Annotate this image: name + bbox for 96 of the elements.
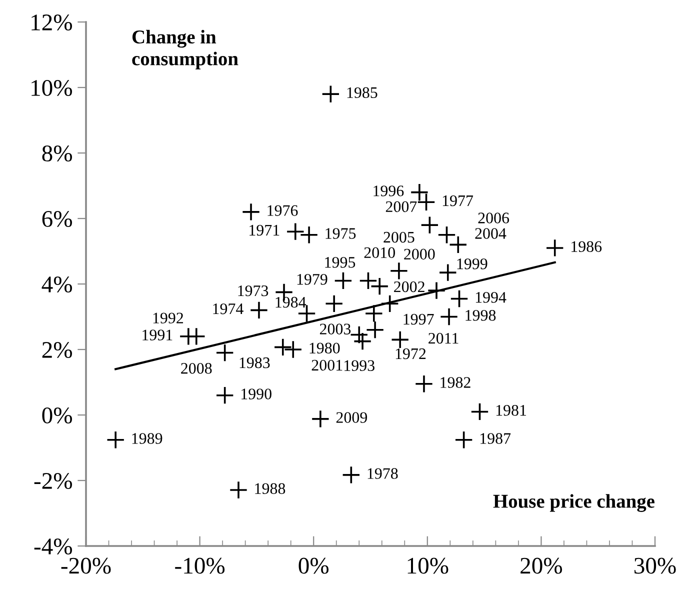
- annotation: 1972: [396, 348, 426, 360]
- annotation: 1998: [466, 310, 496, 321]
- point: [358, 271, 378, 290]
- point: [420, 216, 439, 234]
- annotation: 1992: [153, 312, 184, 324]
- point: [450, 290, 468, 308]
- annotation: 1980: [310, 342, 340, 354]
- x-tick-label: 0%: [298, 558, 329, 574]
- annotation: 1989: [132, 433, 162, 444]
- point: [414, 374, 434, 394]
- y-tick-label: 12%: [32, 14, 72, 30]
- y-tick-label: 10%: [32, 80, 72, 96]
- point: [364, 304, 384, 323]
- x-tick-label: -10%: [175, 558, 225, 574]
- annotation: 2001: [312, 360, 342, 371]
- annotation: 1982: [440, 377, 470, 388]
- point: [106, 430, 125, 450]
- annotation: 1978: [368, 468, 398, 479]
- point: [353, 332, 372, 351]
- annotation: 2008: [181, 362, 212, 374]
- point: [311, 410, 330, 428]
- point: [286, 222, 305, 241]
- annotation: 1995: [325, 257, 356, 268]
- annotation: 1985: [347, 87, 378, 98]
- annotation: 1987: [480, 433, 511, 444]
- point: [454, 430, 474, 450]
- point: [324, 294, 344, 313]
- annotation: 1993: [344, 360, 374, 372]
- point: [448, 235, 468, 254]
- point: [417, 192, 436, 212]
- x-axis-title: House price change: [493, 494, 654, 512]
- annotation: 2004: [475, 228, 506, 239]
- point: [390, 330, 410, 349]
- point: [342, 466, 360, 484]
- annotation: 1979: [297, 274, 328, 285]
- annotation: 1999: [457, 258, 488, 270]
- annotation: 1975: [326, 228, 356, 239]
- point: [390, 262, 408, 280]
- annotation: 2005: [384, 232, 414, 243]
- point: [300, 226, 318, 244]
- annotation: 1983: [240, 357, 270, 368]
- point: [438, 263, 458, 282]
- y-tick-label: 0%: [42, 407, 72, 424]
- annotation: 2002: [394, 281, 424, 292]
- annotation: 1981: [496, 404, 526, 416]
- annotation: 1994: [476, 292, 506, 303]
- annotation: 2010: [364, 247, 395, 258]
- x-tick-label: 20%: [520, 558, 562, 574]
- y-axis-title: Change in consumption: [132, 30, 238, 70]
- annotation: 1997: [404, 314, 434, 325]
- annotation: 1976: [268, 205, 298, 216]
- x-tick-label: -20%: [61, 558, 111, 574]
- annotation: 2011: [428, 332, 458, 344]
- x-tick-label: 30%: [634, 558, 676, 574]
- point: [350, 326, 368, 344]
- annotation: 1973: [238, 285, 268, 296]
- point: [250, 300, 268, 320]
- point: [380, 294, 400, 313]
- y-tick-label: -4%: [34, 538, 72, 554]
- annotation: 2007: [386, 201, 417, 212]
- point: [427, 281, 446, 300]
- annotation: 2003: [320, 324, 351, 334]
- point: [438, 226, 456, 244]
- point: [216, 386, 234, 405]
- y-tick-label: 4%: [42, 276, 72, 292]
- point: [370, 277, 389, 296]
- annotation: 1986: [572, 241, 602, 252]
- annotation: 1996: [374, 186, 404, 196]
- point: [274, 338, 292, 356]
- x-tick-label: 10%: [408, 558, 448, 574]
- annotation: 1984: [276, 296, 306, 308]
- annotation: 1988: [255, 483, 286, 494]
- point: [546, 238, 564, 258]
- annotation: 2009: [336, 412, 367, 423]
- annotation: 2006: [478, 212, 510, 224]
- annotation: 1990: [242, 388, 272, 400]
- annotation: 1977: [442, 195, 474, 206]
- point: [410, 183, 429, 202]
- annotation: 1971: [250, 224, 280, 236]
- y-tick-label: 8%: [42, 145, 72, 162]
- point: [187, 327, 206, 346]
- point: [242, 202, 260, 222]
- point: [470, 402, 489, 421]
- annotation: 1991: [142, 330, 172, 340]
- y-tick-label: -2%: [34, 472, 72, 489]
- y-tick-label: 6%: [42, 210, 72, 227]
- point: [334, 271, 352, 290]
- point: [440, 308, 458, 326]
- y-tick-label: 2%: [42, 342, 72, 358]
- point: [366, 320, 384, 340]
- point: [216, 344, 234, 362]
- point: [321, 84, 340, 104]
- point: [284, 340, 302, 359]
- annotation: 1974: [213, 303, 244, 314]
- point: [229, 480, 248, 500]
- annotation: 2000: [404, 248, 435, 260]
